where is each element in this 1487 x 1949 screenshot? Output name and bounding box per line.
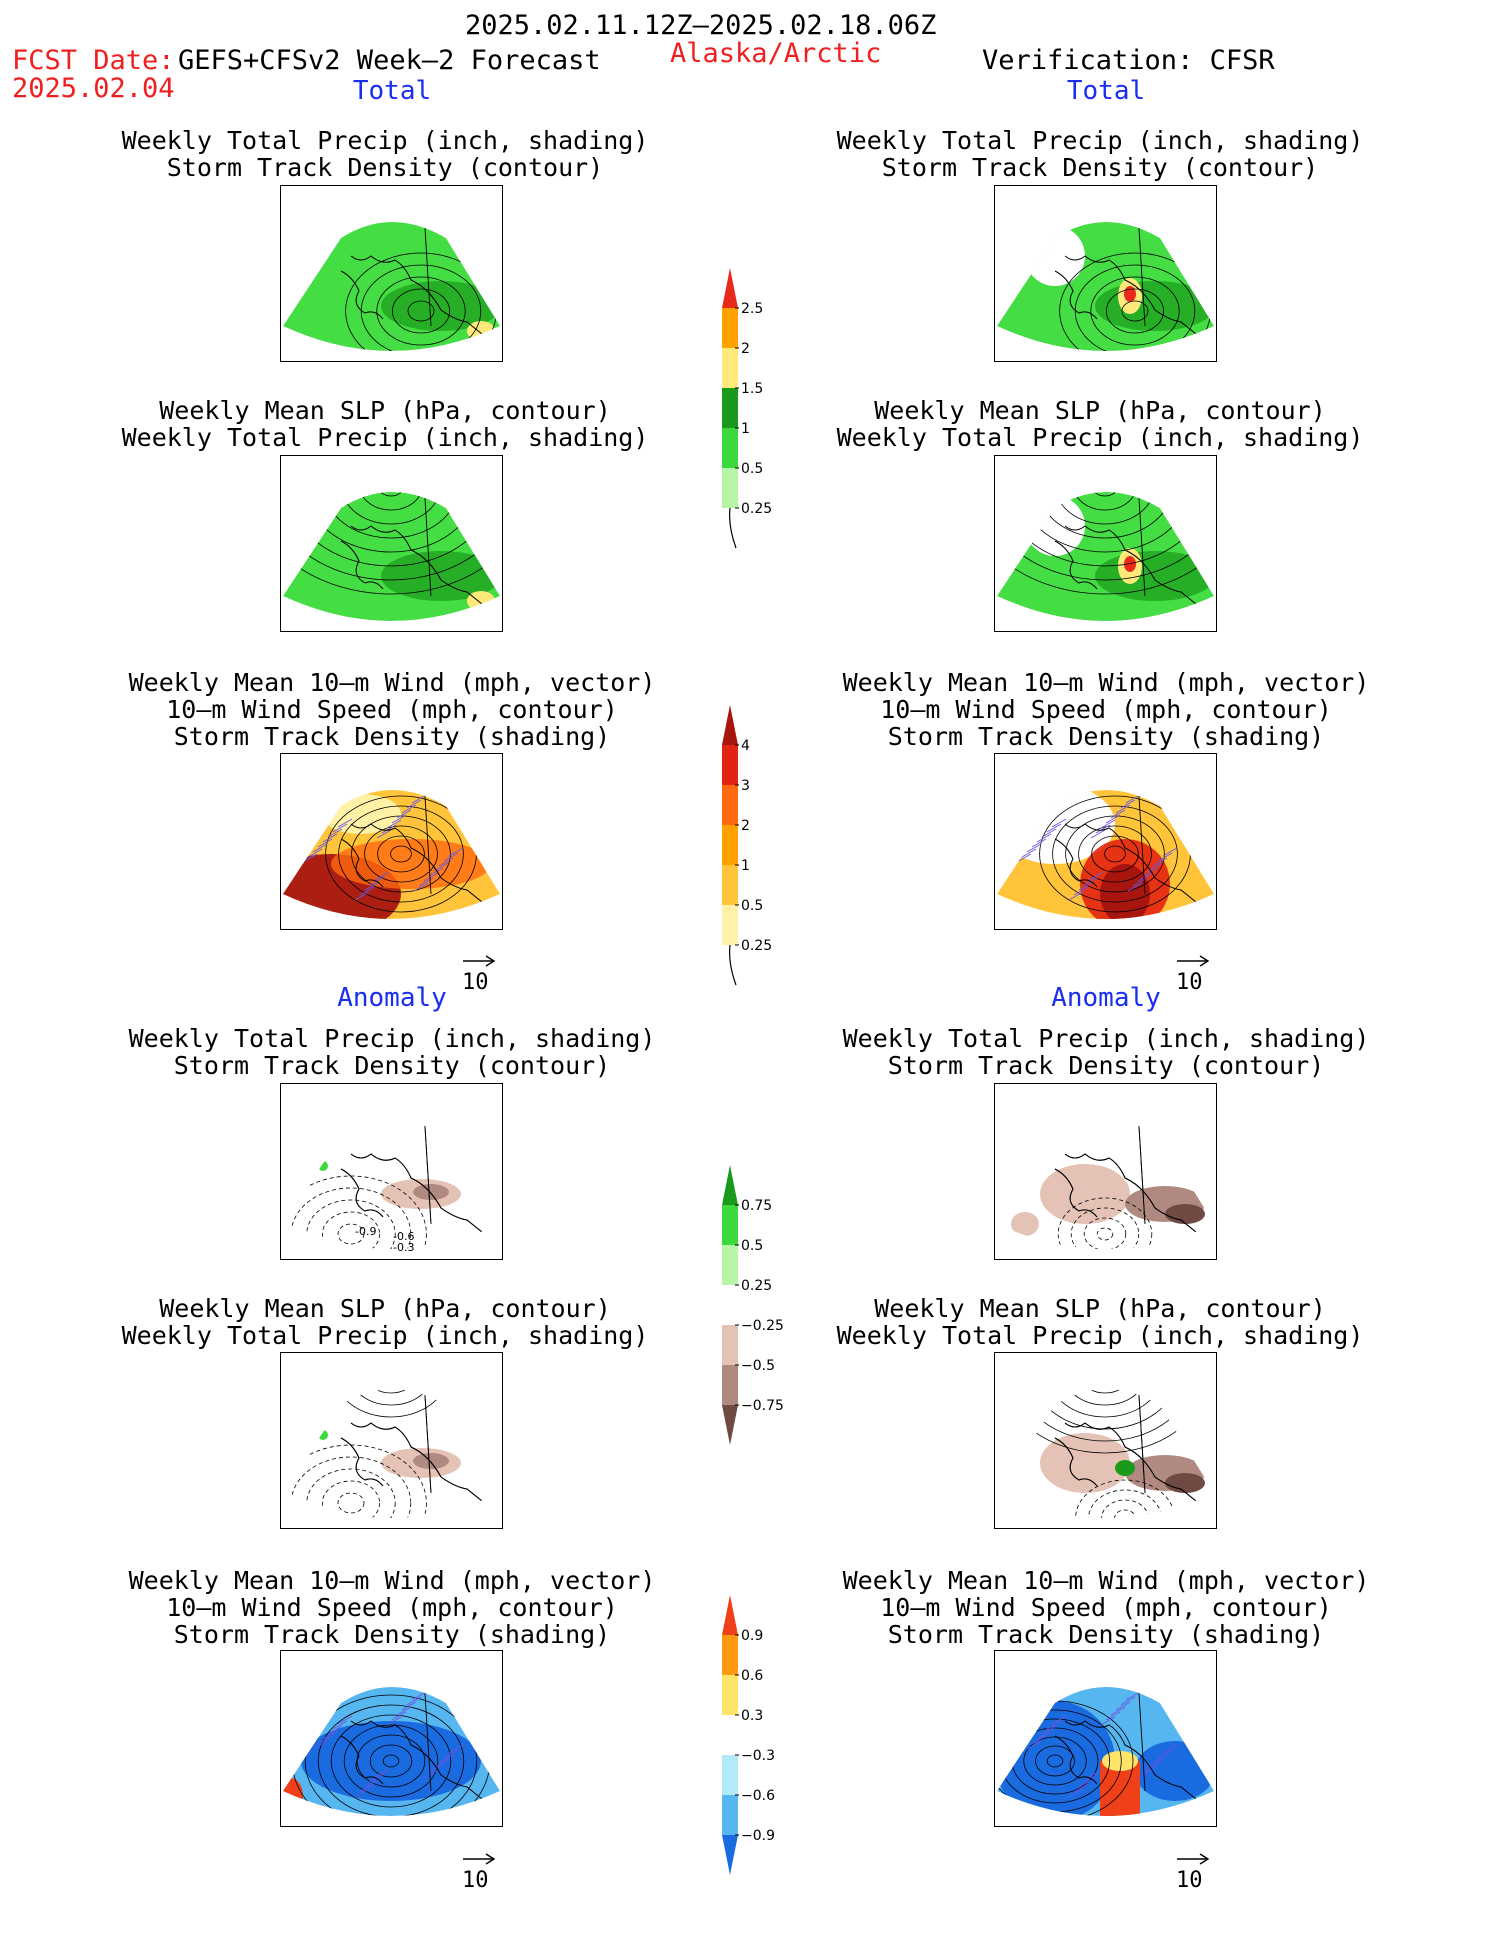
map-wind-storm-anom-forecast <box>280 1650 503 1827</box>
fcst-date-value: 2025.02.04 <box>12 73 175 104</box>
colorbar-label: 1.5 <box>741 381 763 397</box>
section-anomaly-left: Anomaly <box>337 983 447 1013</box>
map-slp-precip-anom-forecast <box>280 1352 503 1529</box>
vector-reference-arrow: 10 <box>1176 1847 1210 1893</box>
map-wind-storm-anom-verif <box>994 1650 1217 1827</box>
colorbar-storm-total: 4 3 2 1 0.5 0.25 <box>722 705 792 1019</box>
model-label: GEFS+CFSv2 Week–2 Forecast <box>178 45 601 76</box>
colorbar-precip-total: 2.5 2 1.5 1 0.5 0.25 <box>722 268 792 582</box>
verification-label: Verification: CFSR <box>982 45 1275 76</box>
contour-label: -0.6 <box>393 1230 415 1243</box>
colorbar-label: −0.75 <box>741 1398 784 1414</box>
section-total-left: Total <box>352 76 432 106</box>
title-precip-storm-anom-left: Weekly Total Precip (inch, shading) Storm… <box>128 1024 656 1080</box>
region-label: Alaska/Arctic <box>670 38 882 69</box>
title-slp-precip-total-left: Weekly Mean SLP (hPa, contour) Weekly Tot… <box>121 396 649 452</box>
title-precip-storm-total-left: Weekly Total Precip (inch, shading) Storm… <box>121 126 649 182</box>
map-graphic <box>283 222 500 351</box>
colorbar-label: −0.9 <box>741 1828 775 1844</box>
vector-reference-value: 10 <box>462 1868 489 1893</box>
colorbar-label: 0.5 <box>741 1238 763 1254</box>
colorbar-label: 0.75 <box>741 1198 772 1214</box>
title-wind-storm-total-right: Weekly Mean 10–m Wind (mph, vector) 10–m … <box>842 668 1370 751</box>
colorbar-label: 2 <box>741 341 750 357</box>
title-precip-storm-total-right: Weekly Total Precip (inch, shading) Storm… <box>836 126 1364 182</box>
colorbar-label: 0.25 <box>741 1278 772 1294</box>
title-slp-precip-total-right: Weekly Mean SLP (hPa, contour) Weekly Tot… <box>836 396 1364 452</box>
map-precip-storm-anom-forecast <box>280 1083 503 1260</box>
colorbar-label: 0.6 <box>741 1668 763 1684</box>
map-graphic <box>1011 1120 1205 1249</box>
map-graphic <box>1000 1389 1210 1518</box>
map-wind-storm-total-verif <box>994 753 1217 930</box>
title-precip-storm-anom-right: Weekly Total Precip (inch, shading) Storm… <box>842 1024 1370 1080</box>
map-graphic <box>997 222 1214 351</box>
map-graphic <box>283 492 500 621</box>
colorbar-label: 0.5 <box>741 898 763 914</box>
colorbar-storm-anom: 0.9 0.6 0.3 −0.3 −0.6 −0.9 <box>722 1595 792 1949</box>
colorbar-label: 0.9 <box>741 1628 763 1644</box>
colorbar-graphic: 0.75 0.5 0.25 −0.25 −0.5 −0.75 <box>722 1165 784 1445</box>
colorbar-label: 1 <box>741 858 750 874</box>
map-slp-precip-total-verif <box>994 455 1217 632</box>
map-graphic <box>283 1389 488 1518</box>
vector-reference-value: 10 <box>1176 970 1203 995</box>
fcst-date-label: FCST Date: <box>12 45 175 76</box>
map-precip-storm-total-verif <box>994 185 1217 362</box>
map-slp-precip-anom-verif <box>994 1352 1217 1529</box>
title-slp-precip-anom-left: Weekly Mean SLP (hPa, contour) Weekly Tot… <box>121 1294 649 1350</box>
colorbar-graphic: 4 3 2 1 0.5 0.25 <box>722 705 772 986</box>
colorbar-label: 1 <box>741 421 750 437</box>
contour-label: -0.9 <box>355 1225 377 1238</box>
map-graphic <box>283 1687 500 1816</box>
map-graphic <box>283 790 500 919</box>
vector-reference-arrow: 10 <box>462 949 496 995</box>
colorbar-label: 0.3 <box>741 1708 763 1724</box>
arrow-right-icon <box>1177 1853 1210 1865</box>
map-graphic <box>283 1120 488 1249</box>
map-wind-storm-total-forecast <box>280 753 503 930</box>
arrow-right-icon <box>463 1853 496 1865</box>
colorbar-precip-anom: 0.75 0.5 0.25 −0.25 −0.5 −0.75 <box>722 1165 792 1519</box>
colorbar-label: 3 <box>741 778 750 794</box>
vector-reference-value: 10 <box>1176 1868 1203 1893</box>
vector-reference-arrow: 10 <box>462 1847 496 1893</box>
colorbar-label: 0.25 <box>741 938 772 954</box>
vector-reference-arrow: 10 <box>1176 949 1210 995</box>
colorbar-label: 0.5 <box>741 461 763 477</box>
section-anomaly-right: Anomaly <box>1051 983 1161 1013</box>
colorbar-label: −0.3 <box>741 1748 775 1764</box>
map-precip-storm-total-forecast <box>280 185 503 362</box>
colorbar-label: 2 <box>741 818 750 834</box>
title-wind-storm-anom-right: Weekly Mean 10–m Wind (mph, vector) 10–m … <box>842 1566 1370 1649</box>
colorbar-label: −0.6 <box>741 1788 775 1804</box>
map-graphic <box>997 1687 1214 1816</box>
map-slp-precip-total-forecast <box>280 455 503 632</box>
map-graphic <box>997 492 1214 621</box>
colorbar-graphic: 0.9 0.6 0.3 −0.3 −0.6 −0.9 <box>722 1595 775 1875</box>
date-range-title: 2025.02.11.12Z–2025.02.18.06Z <box>465 10 937 41</box>
map-precip-storm-anom-verif <box>994 1083 1217 1260</box>
colorbar-label: 0.25 <box>741 501 772 517</box>
title-slp-precip-anom-right: Weekly Mean SLP (hPa, contour) Weekly Tot… <box>836 1294 1364 1350</box>
arrow-right-icon <box>1177 955 1210 967</box>
title-wind-storm-anom-left: Weekly Mean 10–m Wind (mph, vector) 10–m … <box>128 1566 656 1649</box>
colorbar-label: 2.5 <box>741 301 763 317</box>
vector-reference-value: 10 <box>462 970 489 995</box>
arrow-right-icon <box>463 955 496 967</box>
colorbar-label: −0.5 <box>741 1358 775 1374</box>
section-total-right: Total <box>1066 76 1146 106</box>
colorbar-label: 4 <box>741 738 750 754</box>
contour-label: -0.3 <box>393 1241 415 1254</box>
map-graphic <box>997 790 1214 919</box>
colorbar-graphic: 2.5 2 1.5 1 0.5 0.25 <box>722 268 772 549</box>
colorbar-label: −0.25 <box>741 1318 784 1334</box>
title-wind-storm-total-left: Weekly Mean 10–m Wind (mph, vector) 10–m … <box>128 668 656 751</box>
